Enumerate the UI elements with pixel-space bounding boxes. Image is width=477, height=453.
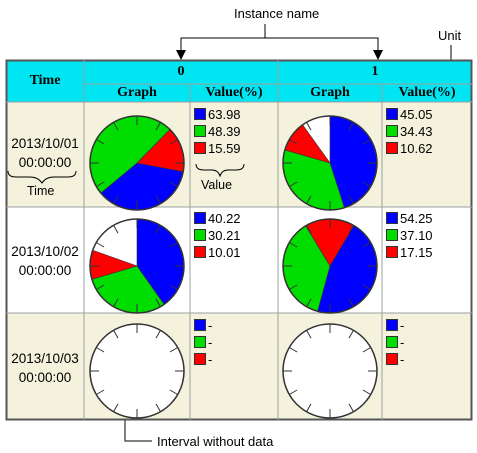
value-red: 10.01 [208, 245, 241, 260]
value-red: 17.15 [400, 245, 433, 260]
blue-swatch [386, 212, 398, 224]
row-2-time: 2013/10/02 00:00:00 [6, 242, 84, 280]
red-swatch [194, 353, 206, 365]
legend-item-green: - [194, 334, 212, 351]
green-swatch [194, 336, 206, 348]
legend-item-green: 48.39 [194, 123, 241, 140]
header-value-1: Value(%) [382, 84, 472, 102]
green-swatch [194, 229, 206, 241]
data-table: Time 0 1 Graph Value(%) Graph Value(%) 2… [6, 60, 472, 420]
legend-item-green: 34.43 [386, 123, 433, 140]
graph-label-1: Graph [310, 85, 350, 100]
row-1-clock: 00:00:00 [18, 155, 72, 170]
legend-item-red: - [194, 351, 212, 368]
legend-r1-i0: 63.98 48.39 15.59 [194, 106, 241, 157]
value-blue: - [208, 318, 213, 333]
legend-item-green: 37.10 [386, 227, 433, 244]
interval-annotation: Interval without data [157, 434, 274, 449]
instance-bracket-line [180, 37, 379, 52]
value-green: 30.21 [208, 228, 241, 243]
blue-swatch [194, 212, 206, 224]
legend-r3-i1: - - - [386, 317, 404, 368]
green-swatch [386, 336, 398, 348]
value-green: 34.43 [400, 124, 433, 139]
header-time: Time [6, 60, 84, 102]
blue-swatch [194, 319, 206, 331]
legend-item-blue: - [386, 317, 404, 334]
legend-r2-i0: 40.22 30.21 10.01 [194, 210, 241, 261]
value-green: 48.39 [208, 124, 241, 139]
header-instance-1: 1 [278, 60, 472, 84]
row-2-clock: 00:00:00 [18, 263, 72, 278]
header-value-0: Value(%) [190, 84, 278, 102]
value-green: 37.10 [400, 228, 433, 243]
legend-r2-i1: 54.25 37.10 17.15 [386, 210, 433, 261]
value-blue: 40.22 [208, 211, 241, 226]
value-blue: 45.05 [400, 107, 433, 122]
row-3-date: 2013/10/03 [11, 351, 79, 366]
row-2-date: 2013/10/02 [11, 244, 79, 259]
legend-item-green: 30.21 [194, 227, 241, 244]
row-1-date: 2013/10/01 [11, 136, 79, 151]
green-swatch [194, 125, 206, 137]
red-swatch [386, 246, 398, 258]
red-swatch [194, 246, 206, 258]
blue-swatch [194, 108, 206, 120]
value-red: 10.62 [400, 141, 433, 156]
legend-item-red: - [386, 351, 404, 368]
value-red: - [208, 352, 213, 367]
header-graph-1: Graph [278, 84, 382, 102]
legend-item-blue: 63.98 [194, 106, 241, 123]
legend-item-red: 17.15 [386, 244, 433, 261]
blue-swatch [386, 108, 398, 120]
value-blue: 63.98 [208, 107, 241, 122]
instance-arrow-left [176, 50, 186, 60]
time-annotation: Time [27, 184, 55, 198]
value-green: - [400, 335, 405, 350]
red-swatch [194, 142, 206, 154]
value-blue: - [400, 318, 405, 333]
row-3-clock: 00:00:00 [18, 370, 72, 385]
legend-item-red: 10.62 [386, 140, 433, 157]
value-red: 15.59 [208, 141, 241, 156]
legend-item-blue: 45.05 [386, 106, 433, 123]
legend-r3-i0: - - - [194, 317, 212, 368]
instance-arrow-right [373, 50, 383, 60]
unit-annotation: Unit [438, 28, 462, 43]
legend-item-red: 15.59 [194, 140, 241, 157]
value-red: - [400, 352, 405, 367]
green-swatch [386, 125, 398, 137]
red-swatch [386, 353, 398, 365]
instance-0-label: 0 [177, 64, 185, 79]
instance-name-annotation: Instance name [234, 6, 320, 21]
legend-r1-i1: 45.05 34.43 10.62 [386, 106, 433, 157]
value-label-1: Value(%) [398, 85, 456, 100]
instance-1-label: 1 [371, 64, 379, 79]
legend-item-blue: 54.25 [386, 210, 433, 227]
value-green: - [208, 335, 213, 350]
green-swatch [386, 229, 398, 241]
legend-item-blue: - [194, 317, 212, 334]
graph-label-0: Graph [117, 85, 157, 100]
legend-item-blue: 40.22 [194, 210, 241, 227]
blue-swatch [386, 319, 398, 331]
value-label-0: Value(%) [205, 85, 263, 100]
value-blue: 54.25 [400, 211, 433, 226]
header-time-label: Time [29, 73, 61, 88]
row-1-time: 2013/10/01 00:00:00 [6, 134, 84, 172]
legend-item-green: - [386, 334, 404, 351]
legend-item-red: 10.01 [194, 244, 241, 261]
red-swatch [386, 142, 398, 154]
row-3-time: 2013/10/03 00:00:00 [6, 349, 84, 387]
header-graph-0: Graph [84, 84, 190, 102]
value-annotation: Value [201, 178, 233, 192]
header-instance-0: 0 [84, 60, 278, 84]
